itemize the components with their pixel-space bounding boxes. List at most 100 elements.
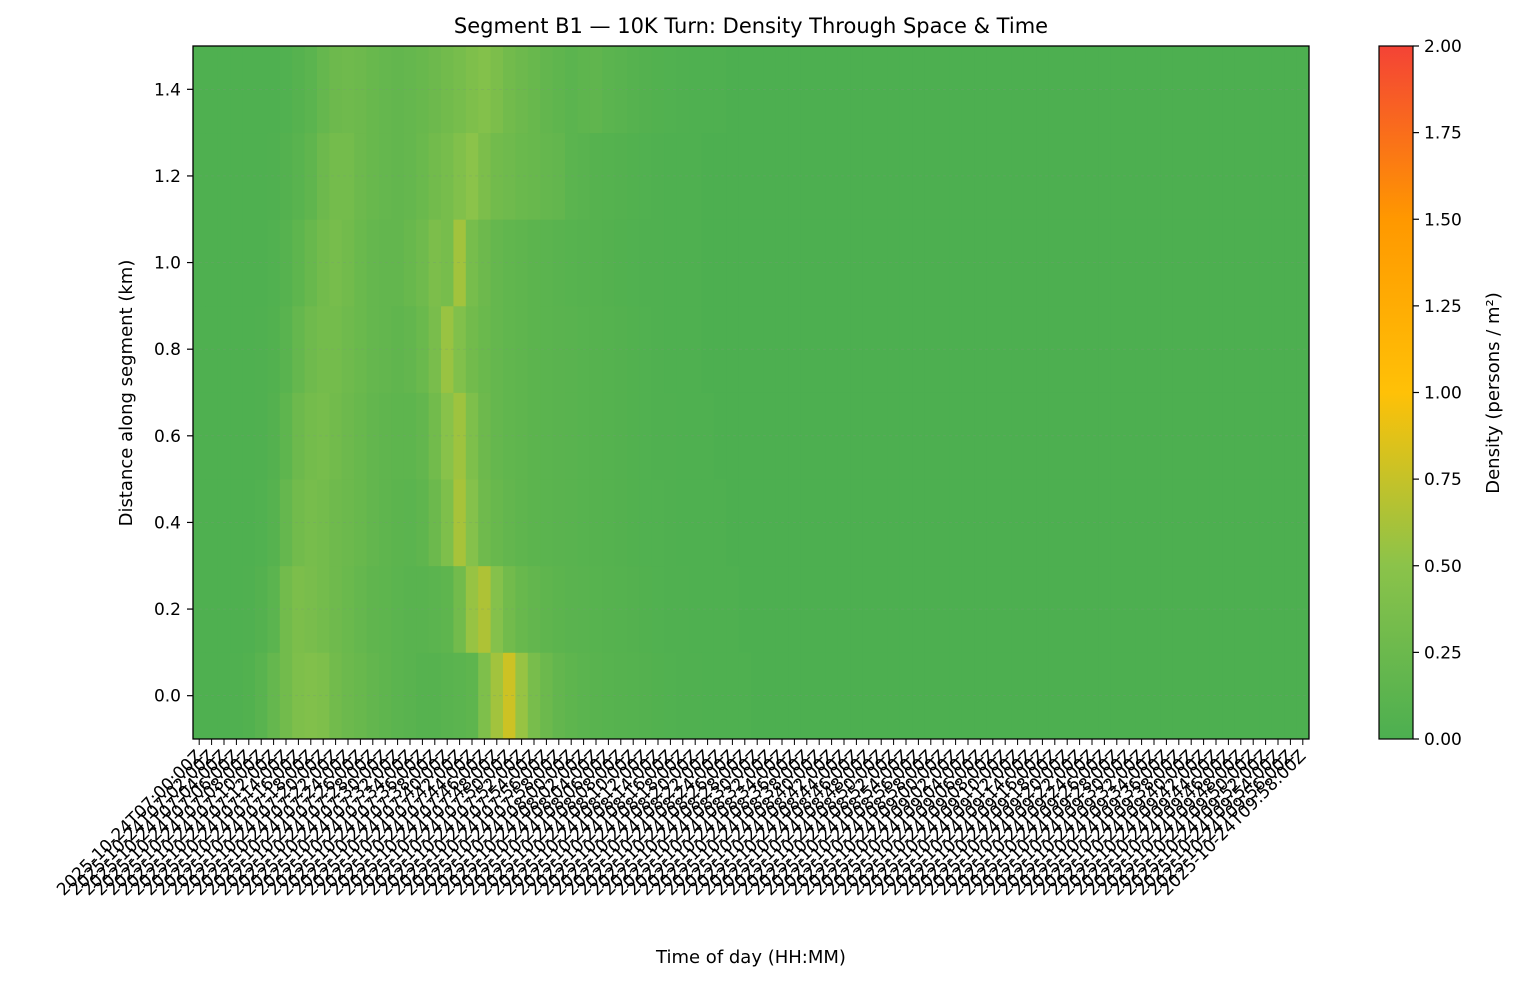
heatmap-cell: [1098, 349, 1111, 393]
heatmap-cell: [974, 652, 987, 697]
heatmap-cell: [267, 46, 281, 90]
heatmap-cell: [453, 565, 467, 610]
heatmap-cell: [1259, 652, 1273, 697]
heatmap-cell: [676, 46, 690, 90]
heatmap-cell: [366, 479, 380, 523]
heatmap-cell: [689, 609, 702, 653]
heatmap-cell: [540, 565, 553, 610]
heatmap-cell: [1061, 349, 1074, 393]
heatmap-cell: [887, 46, 901, 90]
heatmap-cell: [726, 262, 739, 307]
heatmap-cell: [651, 89, 665, 134]
heatmap-cell: [193, 479, 206, 523]
heatmap-cell: [329, 89, 343, 134]
heatmap-cell: [242, 349, 256, 393]
heatmap-cell: [1048, 349, 1062, 393]
heatmap-cell: [552, 305, 566, 350]
heatmap-cell: [775, 175, 789, 220]
heatmap-cell: [837, 262, 851, 307]
heatmap-cell: [317, 435, 330, 480]
heatmap-cell: [850, 349, 863, 393]
heatmap-cell: [924, 609, 938, 653]
heatmap-cell: [428, 695, 442, 739]
heatmap-cell: [1085, 305, 1099, 350]
heatmap-cell: [1135, 392, 1149, 437]
heatmap-cell: [317, 89, 330, 134]
heatmap-cell: [1073, 522, 1087, 567]
heatmap-cell: [1123, 435, 1136, 480]
heatmap-cell: [1197, 219, 1211, 263]
heatmap-cell: [217, 89, 231, 134]
heatmap-cell: [974, 132, 987, 177]
heatmap-cell: [639, 262, 653, 307]
heatmap-cell: [862, 305, 876, 350]
heatmap-cell: [813, 349, 826, 393]
heatmap-cell: [1073, 349, 1087, 393]
heatmap-cell: [589, 652, 603, 697]
heatmap-cell: [862, 609, 876, 653]
heatmap-cell: [292, 479, 305, 523]
heatmap-cell: [490, 479, 504, 523]
heatmap-cell: [1135, 175, 1149, 220]
heatmap-cell: [726, 175, 739, 220]
heatmap-cell: [639, 305, 653, 350]
heatmap-cell: [540, 262, 553, 307]
heatmap-cell: [837, 219, 851, 263]
heatmap-cell: [775, 392, 789, 437]
heatmap-cell: [837, 46, 851, 90]
heatmap-cell: [379, 695, 392, 739]
heatmap-cell: [317, 392, 330, 437]
heatmap-cell: [255, 262, 268, 307]
heatmap-cell: [1234, 89, 1248, 134]
heatmap-cell: [1259, 565, 1273, 610]
heatmap-cell: [1048, 132, 1062, 177]
heatmap-cell: [1172, 89, 1186, 134]
heatmap-cell: [800, 522, 814, 567]
heatmap-cell: [1247, 132, 1260, 177]
heatmap-cell: [961, 262, 975, 307]
heatmap-cell: [974, 46, 987, 90]
heatmap-cell: [341, 46, 355, 90]
heatmap-cell: [1098, 305, 1111, 350]
heatmap-cell: [366, 695, 380, 739]
heatmap-cell: [490, 522, 504, 567]
heatmap-cell: [428, 219, 442, 263]
heatmap-cell: [899, 435, 913, 480]
heatmap-cell: [416, 305, 429, 350]
heatmap-cell: [974, 219, 987, 263]
heatmap-cell: [391, 609, 405, 653]
heatmap-cell: [527, 219, 541, 263]
heatmap-cell: [1234, 349, 1248, 393]
heatmap-cell: [1023, 609, 1037, 653]
heatmap-cell: [279, 652, 293, 697]
heatmap-cell: [379, 609, 392, 653]
heatmap-cell: [986, 609, 1000, 653]
heatmap-cell: [924, 522, 938, 567]
heatmap-cell: [577, 349, 591, 393]
heatmap-cell: [1085, 565, 1099, 610]
heatmap-cell: [775, 89, 789, 134]
heatmap-cell: [726, 392, 739, 437]
heatmap-cell: [1172, 565, 1186, 610]
heatmap-cell: [379, 435, 392, 480]
heatmap-cell: [341, 652, 355, 697]
heatmap-cell: [899, 695, 913, 739]
heatmap-cell: [1222, 46, 1235, 90]
heatmap-cell: [1048, 46, 1062, 90]
heatmap-cell: [267, 695, 281, 739]
heatmap-cell: [515, 175, 529, 220]
heatmap-cell: [800, 695, 814, 739]
heatmap-cell: [999, 522, 1012, 567]
heatmap-cell: [1247, 262, 1260, 307]
heatmap-cell: [924, 175, 938, 220]
heatmap-cell: [1073, 392, 1087, 437]
heatmap-cell: [738, 262, 752, 307]
heatmap-cell: [1296, 46, 1309, 90]
heatmap-cell: [193, 305, 206, 350]
heatmap-cell: [899, 565, 913, 610]
heatmap-cell: [1222, 565, 1235, 610]
heatmap-cell: [1110, 522, 1124, 567]
heatmap-cell: [478, 609, 491, 653]
heatmap-cell: [267, 565, 281, 610]
heatmap-cell: [800, 565, 814, 610]
